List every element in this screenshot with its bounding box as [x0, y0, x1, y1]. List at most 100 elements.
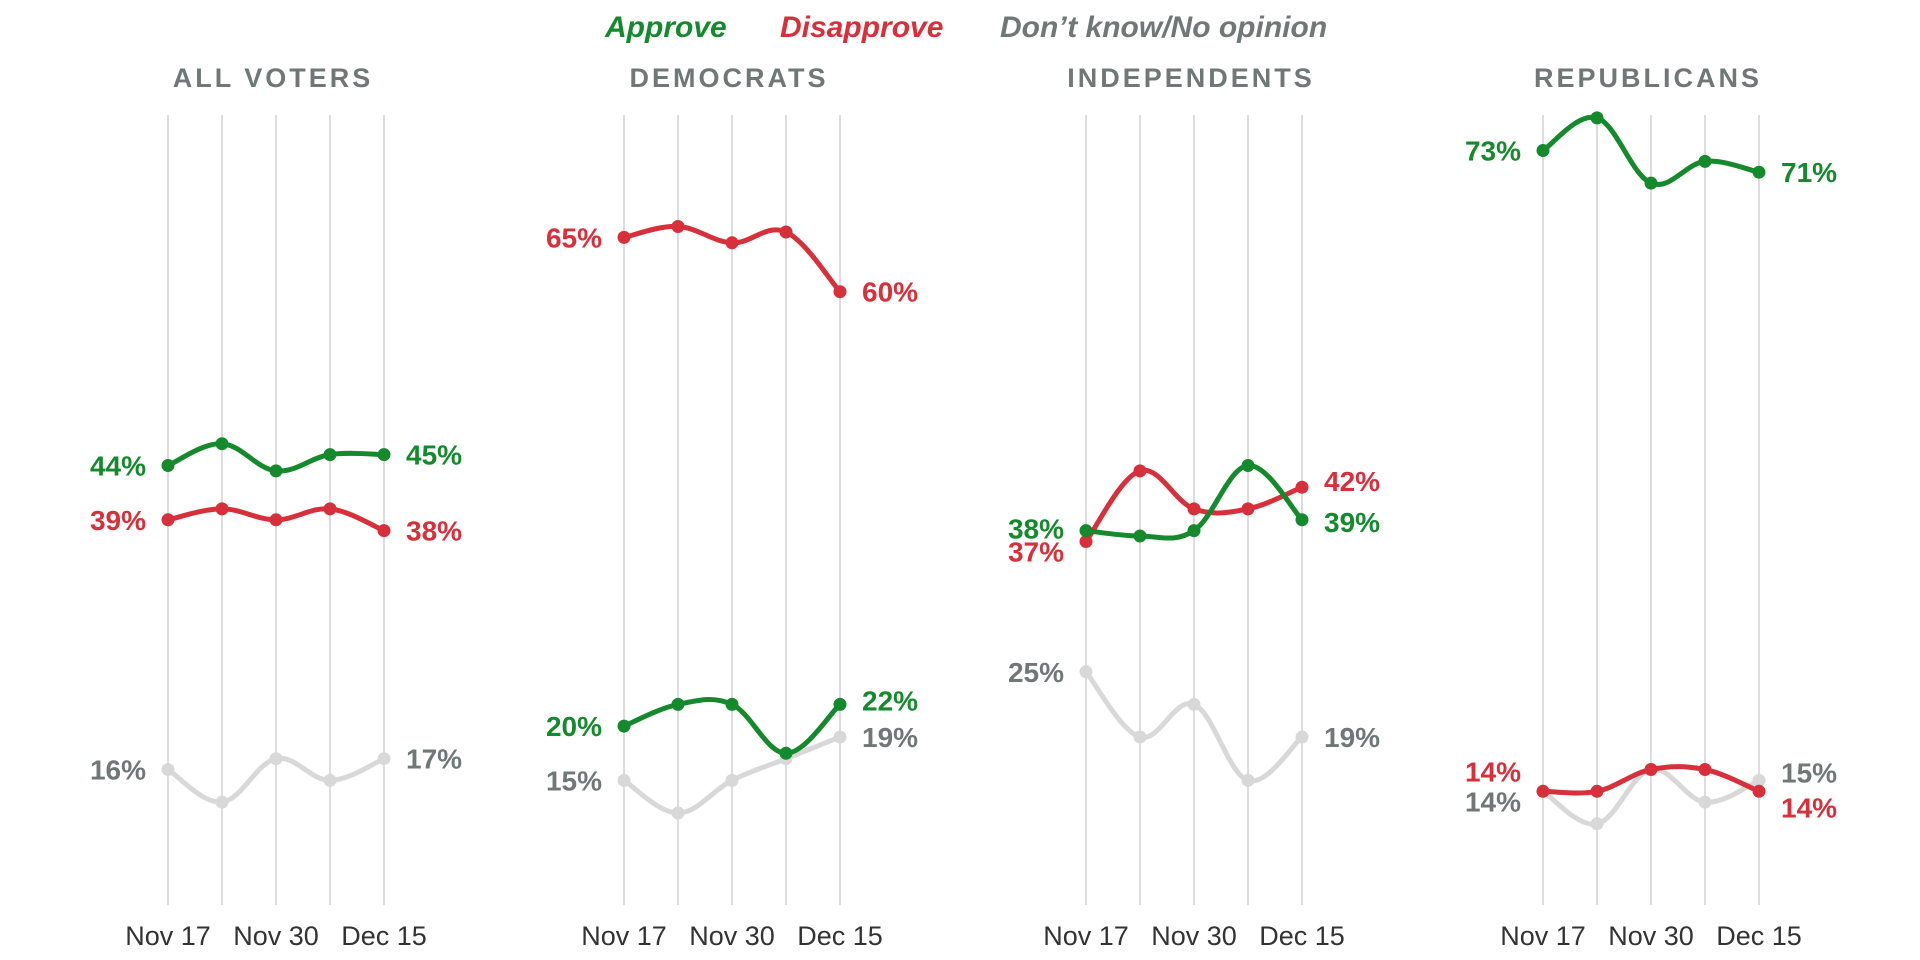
panel-title: INDEPENDENTS — [1067, 63, 1315, 93]
end-value-label: 42% — [1324, 466, 1380, 497]
start-value-label: 38% — [1008, 514, 1064, 545]
x-tick-label: Nov 17 — [1500, 921, 1586, 951]
x-tick-label: Dec 15 — [1259, 921, 1345, 951]
end-value-label: 60% — [862, 277, 918, 308]
data-point — [833, 730, 847, 744]
data-point — [1079, 535, 1093, 548]
end-value-label: 45% — [406, 440, 462, 471]
end-value-label: 71% — [1781, 157, 1837, 188]
data-point — [1079, 524, 1093, 538]
data-point — [1752, 165, 1766, 179]
data-point — [617, 230, 631, 244]
data-point — [1133, 464, 1147, 478]
series-dont-know: 25% 19% — [1008, 657, 1380, 787]
data-point — [725, 697, 739, 711]
data-point — [323, 448, 337, 462]
data-point — [671, 220, 685, 233]
series-disapprove: 39% 38% — [90, 502, 462, 547]
data-point — [1295, 480, 1309, 494]
panel-title: DEMOCRATS — [630, 63, 829, 93]
start-value-label: 65% — [546, 222, 602, 253]
x-tick-label: Dec 15 — [1716, 921, 1802, 951]
start-value-label: 15% — [546, 765, 602, 796]
start-value-label: 16% — [90, 755, 146, 786]
x-tick-label: Nov 17 — [125, 921, 211, 951]
data-point — [1187, 697, 1201, 711]
data-point — [1536, 784, 1550, 798]
legend-disapprove: Disapprove — [780, 11, 943, 44]
x-tick-label: Nov 30 — [689, 921, 775, 951]
data-point — [161, 513, 175, 527]
panel-all-voters: ALL VOTERS Nov 17 Nov 30 Dec 15 16% 17% 39% 38%… — [90, 63, 462, 951]
x-tick-label: Dec 15 — [797, 921, 883, 951]
data-point — [215, 437, 229, 451]
series-disapprove: 37% 42% — [1008, 464, 1380, 568]
data-point — [1698, 154, 1712, 168]
data-point — [215, 795, 229, 809]
data-point — [1133, 730, 1147, 744]
x-tick-label: Nov 30 — [233, 921, 319, 951]
x-tick-label: Nov 17 — [581, 921, 667, 951]
start-value-label: 44% — [90, 451, 146, 482]
data-point — [1590, 111, 1604, 125]
series-dont-know: 16% 17% — [90, 744, 462, 809]
panel-title: REPUBLICANS — [1534, 63, 1762, 93]
data-point — [161, 763, 175, 776]
end-value-label: 17% — [406, 744, 462, 775]
x-tick-label: Dec 15 — [341, 921, 427, 951]
end-value-label: 19% — [862, 722, 918, 753]
data-point — [1241, 773, 1255, 787]
series-approve: 44% 45% — [90, 437, 462, 482]
start-value-label: 25% — [1008, 657, 1064, 688]
data-point — [377, 752, 391, 766]
data-point — [671, 697, 685, 711]
series-approve: 38% 39% — [1008, 459, 1380, 545]
series-disapprove: 14%14% — [1465, 756, 1837, 823]
start-value-label: 14% — [1465, 756, 1521, 787]
end-value-label: 39% — [1324, 507, 1380, 538]
data-point — [269, 752, 283, 766]
legend: Approve Disapprove Don’t know/No opinion — [604, 11, 1327, 44]
data-point — [377, 524, 391, 538]
data-point — [1295, 513, 1309, 527]
data-point — [1590, 784, 1604, 798]
series-line — [1083, 463, 1305, 541]
data-point — [1698, 763, 1712, 776]
legend-approve: Approve — [604, 11, 727, 44]
data-point — [1187, 524, 1201, 538]
panel-independents: INDEPENDENTS Nov 17 Nov 30 Dec 15 25% 19% 37% 4… — [1008, 63, 1380, 951]
x-tick-label: Nov 30 — [1608, 921, 1694, 951]
data-point — [1133, 529, 1147, 543]
data-point — [1241, 502, 1255, 516]
data-point — [269, 513, 283, 527]
end-value-label: 14% — [1781, 792, 1837, 823]
data-point — [1187, 502, 1201, 516]
start-value-label: 37% — [1008, 537, 1064, 568]
series-approve: 73% 71% — [1465, 111, 1837, 190]
data-point — [377, 448, 391, 462]
series-disapprove: 65% 60% — [546, 220, 918, 308]
data-point — [1752, 784, 1766, 798]
end-value-label: 19% — [1324, 722, 1380, 753]
legend-dont-know: Don’t know/No opinion — [1000, 11, 1327, 44]
data-point — [779, 225, 793, 239]
data-point — [161, 459, 175, 472]
start-value-label: 20% — [546, 711, 602, 742]
start-value-label: 14% — [1465, 786, 1521, 817]
data-point — [1536, 144, 1550, 157]
x-tick-label: Nov 17 — [1043, 921, 1129, 951]
series-dont-know: 15% 19% — [546, 722, 918, 820]
end-value-label: 22% — [862, 685, 918, 716]
x-tick-label: Nov 30 — [1151, 921, 1237, 951]
data-point — [1295, 730, 1309, 744]
data-point — [671, 806, 685, 820]
end-value-label: 15% — [1781, 757, 1837, 788]
data-point — [1698, 795, 1712, 809]
data-point — [1752, 773, 1766, 787]
data-point — [323, 773, 337, 787]
data-point — [725, 773, 739, 787]
data-point — [1241, 459, 1255, 472]
